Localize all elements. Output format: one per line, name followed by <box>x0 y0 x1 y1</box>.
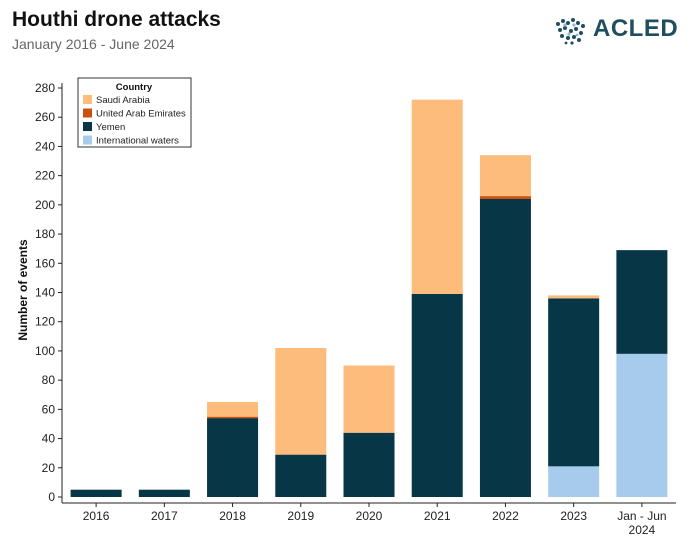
legend-entry: United Arab Emirates <box>96 109 186 120</box>
bar-segment <box>616 250 668 354</box>
legend-box <box>77 77 192 148</box>
acled-logo-icon <box>556 18 585 45</box>
y-axis-label: Number of events <box>16 239 30 341</box>
legend-entry: International waters <box>96 136 179 147</box>
y-tick-label: 240 <box>35 139 55 153</box>
x-tick-label: 2023 <box>560 509 587 523</box>
bars <box>70 99 668 497</box>
chart-title: Houthi drone attacks <box>12 8 221 31</box>
legend-swatch <box>83 95 92 104</box>
bar-segment <box>411 99 463 294</box>
bar-segment <box>207 418 259 497</box>
chart-subtitle: January 2016 - June 2024 <box>12 36 175 52</box>
bar-segment <box>548 298 600 467</box>
x-tick-label: 2022 <box>492 509 519 523</box>
x-tick-label: 2021 <box>424 509 451 523</box>
legend-entry: Yemen <box>96 122 125 133</box>
x-tick-label: Jan - Jun <box>617 509 666 523</box>
bar-segment <box>343 365 395 433</box>
axes: 0 20 40 60 80 100 120 140 160 180 200 220 240 260 280 N… <box>16 81 676 504</box>
bar-segment <box>548 295 600 299</box>
legend-swatch <box>83 122 92 131</box>
bar-segment <box>548 466 600 497</box>
y-tick-label: 200 <box>35 198 55 212</box>
x-tick-label: 2018 <box>219 509 246 523</box>
bar-segment <box>70 489 122 497</box>
y-tick-label: 0 <box>48 490 55 504</box>
bar-segment <box>479 196 531 200</box>
bar-segment <box>275 454 327 497</box>
y-tick-label: 100 <box>35 344 55 358</box>
y-tick-label: 140 <box>35 286 55 300</box>
y-tick-label: 280 <box>35 81 55 95</box>
bar-segment <box>616 353 668 497</box>
legend-title: Country <box>116 82 153 93</box>
y-tick-label: 60 <box>42 402 56 416</box>
legend-swatch <box>83 135 92 145</box>
x-tick-label: 2017 <box>151 509 178 523</box>
legend: Country Saudi Arabia United Arab Emirates Y… <box>77 77 192 148</box>
x-tick-label: 2019 <box>287 509 314 523</box>
y-tick-label: 220 <box>35 169 55 183</box>
bar-segment <box>479 199 531 497</box>
bar-segment <box>207 402 259 417</box>
bar-segment <box>207 416 259 419</box>
y-tick-label: 260 <box>35 110 55 124</box>
x-tick-label-line2: 2024 <box>629 523 656 537</box>
bar-segment <box>343 432 395 497</box>
y-tick-label: 120 <box>35 315 55 329</box>
legend-swatch <box>83 108 92 118</box>
y-tick-label: 40 <box>42 432 56 446</box>
x-tick-labels: 2016 2017 2018 2019 2020 2021 2022 2023 Jan - Ju… <box>83 503 667 537</box>
bar-segment <box>275 348 327 455</box>
y-tick-label: 180 <box>35 227 55 241</box>
bar-segment <box>479 155 531 197</box>
logo-text: ACLED <box>593 15 679 42</box>
y-tick-label: 80 <box>42 373 56 387</box>
x-tick-label: 2016 <box>83 509 110 523</box>
bar-segment <box>411 293 463 497</box>
bar-segment <box>138 489 190 497</box>
x-tick-label: 2020 <box>356 509 383 523</box>
legend-entry: Saudi Arabia <box>96 95 151 106</box>
y-tick-label: 160 <box>35 256 55 270</box>
y-tick-label: 20 <box>42 461 56 475</box>
